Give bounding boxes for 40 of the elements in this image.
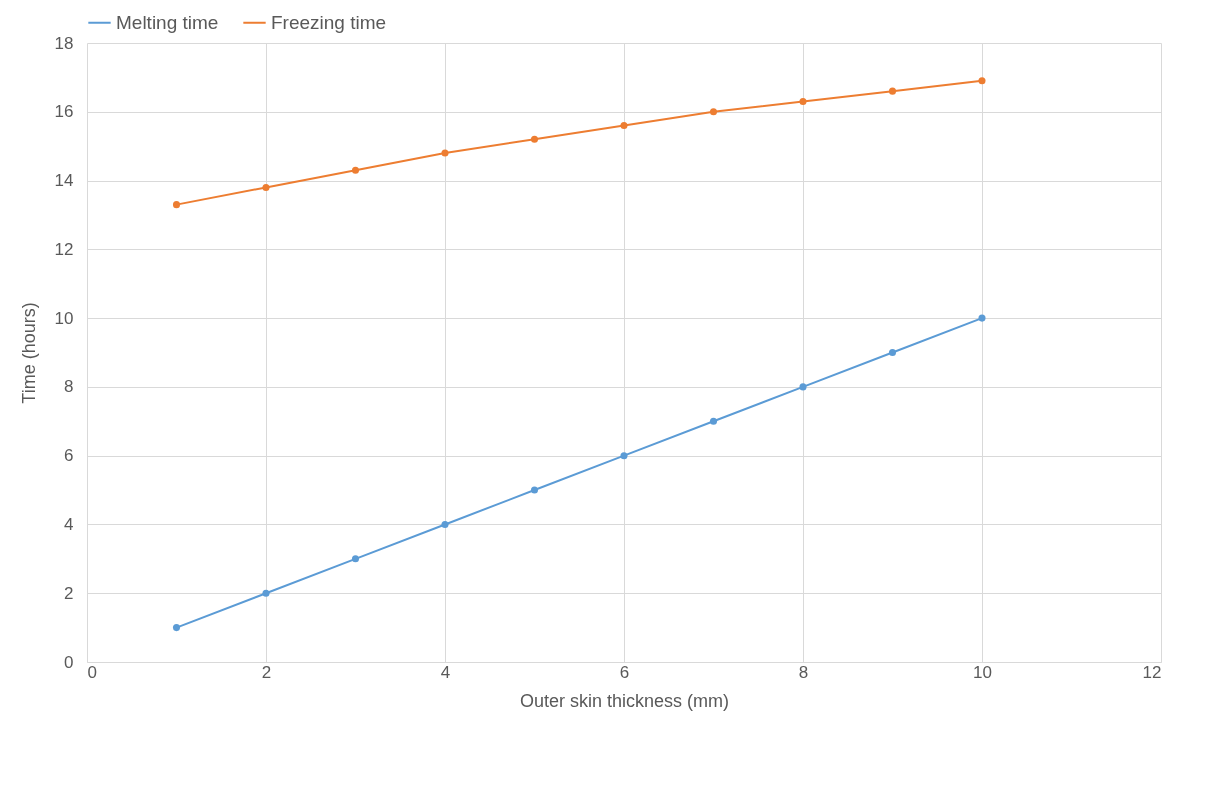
y-tick-label: 14 — [54, 171, 74, 191]
point — [709, 108, 718, 116]
point — [262, 589, 270, 597]
x-tick-label: 6 — [619, 662, 630, 682]
point — [620, 122, 628, 130]
y-axis-title: Time (hours) — [18, 302, 39, 404]
point — [978, 77, 986, 85]
point — [530, 135, 539, 143]
y-tick-label: 2 — [64, 583, 74, 603]
point — [620, 452, 628, 460]
legend-label: Freezing time — [271, 11, 387, 33]
point — [799, 383, 807, 391]
point — [441, 149, 449, 157]
x-tick-label: 10 — [973, 662, 992, 682]
point — [262, 183, 270, 191]
point — [351, 166, 360, 174]
point — [888, 348, 897, 357]
x-axis-title: Outer skin thickness (mm) — [519, 690, 730, 711]
y-tick-label: 12 — [54, 239, 74, 259]
y-tick-label: 8 — [64, 377, 74, 397]
y-tick-label: 16 — [54, 102, 74, 122]
x-tick-label: 12 — [1142, 662, 1162, 682]
point — [530, 486, 539, 494]
point — [978, 314, 986, 322]
legend-label: Melting time — [116, 11, 219, 33]
point — [709, 417, 718, 425]
x-tick-label: 2 — [261, 662, 272, 682]
point — [351, 555, 360, 563]
point — [888, 87, 897, 95]
point — [172, 201, 181, 209]
y-tick-label: 6 — [64, 446, 74, 466]
point — [799, 97, 807, 105]
point — [441, 520, 449, 528]
x-tick-label: 0 — [87, 662, 97, 682]
x-tick-label: 4 — [440, 662, 451, 682]
y-tick-label: 18 — [54, 33, 74, 53]
y-tick-label: 4 — [64, 514, 74, 534]
y-tick-label: 10 — [54, 308, 74, 328]
x-tick-label: 8 — [798, 662, 809, 682]
point — [172, 624, 181, 632]
